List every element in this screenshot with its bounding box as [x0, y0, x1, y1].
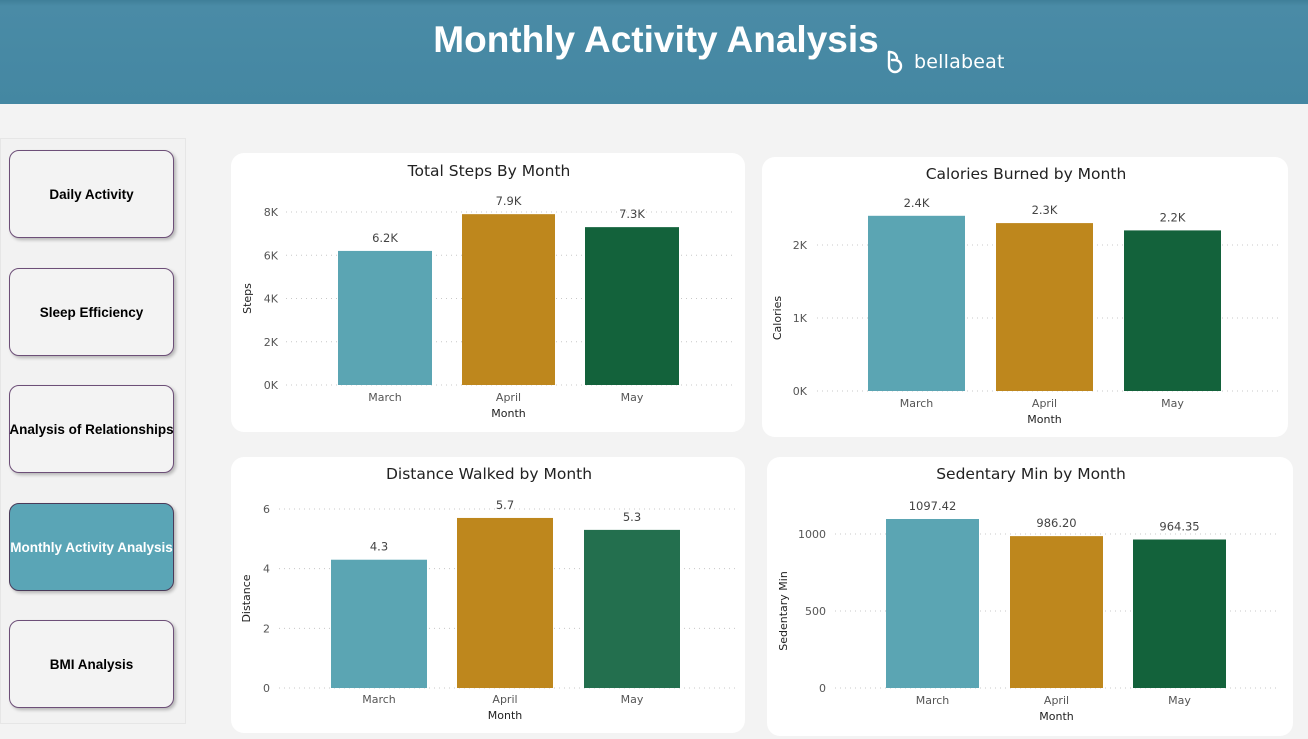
- distance-chart-card: Distance Walked by Month 0 2 4 6 4.3 March 5.7 A…: [231, 457, 745, 733]
- page-title: Monthly Activity Analysis: [433, 19, 879, 60]
- calories-bar-april: [996, 223, 1093, 391]
- calories-data-label: 2.4K: [904, 196, 930, 210]
- distance-y-tick-label: 6: [263, 503, 270, 516]
- steps-y-tick-label: 6K: [264, 249, 279, 262]
- distance-y-tick-label: 2: [263, 622, 270, 635]
- sedentary-y-axis-label: Sedentary Min: [777, 571, 790, 651]
- sedentary-bar-may: [1133, 539, 1226, 688]
- steps-chart: Total Steps By Month 0K 2K 4K 6K 8K 6.2K March 7…: [241, 162, 736, 420]
- sedentary-chart-title: Sedentary Min by Month: [936, 465, 1126, 483]
- sedentary-x-axis-label: Month: [1039, 710, 1074, 723]
- distance-bar-may: [584, 529, 680, 688]
- calories-x-axis-label: Month: [1027, 413, 1062, 426]
- nav-button-monthly-activity-analysis[interactable]: Monthly Activity Analysis: [9, 503, 174, 591]
- sedentary-y-tick-label: 500: [805, 605, 826, 618]
- steps-x-tick-label: March: [368, 391, 402, 404]
- steps-bar-march: [338, 250, 432, 385]
- calories-x-tick-label: May: [1161, 397, 1184, 410]
- nav-button-daily-activity[interactable]: Daily Activity: [9, 150, 174, 238]
- sedentary-y-tick-label: 1000: [798, 528, 826, 541]
- steps-y-axis-label: Steps: [241, 283, 254, 314]
- distance-data-label: 5.3: [623, 510, 641, 524]
- distance-chart-title: Distance Walked by Month: [386, 465, 592, 483]
- distance-x-tick-label: April: [492, 693, 517, 706]
- distance-y-axis-label: Distance: [240, 574, 253, 622]
- sedentary-data-label: 964.35: [1159, 519, 1199, 533]
- calories-data-label: 2.2K: [1160, 210, 1186, 224]
- sedentary-data-label: 1097.42: [909, 499, 957, 513]
- calories-bar-march: [868, 215, 965, 391]
- sedentary-bar-march: [886, 518, 979, 688]
- steps-x-tick-label: May: [621, 391, 644, 404]
- sidebar: Daily Activity Sleep Efficiency Analysis…: [0, 138, 186, 724]
- distance-x-axis-label: Month: [488, 709, 523, 722]
- logo-text: bellabeat: [914, 51, 1005, 73]
- distance-bar-march: [331, 559, 427, 688]
- steps-y-tick-label: 2K: [264, 336, 279, 349]
- steps-bar-may: [585, 227, 679, 385]
- calories-y-axis-label: Calories: [771, 296, 784, 341]
- sedentary-data-label: 986.20: [1036, 516, 1076, 530]
- sedentary-chart: Sedentary Min by Month 0 500 1000 1097.42 Mar…: [777, 465, 1280, 723]
- bellabeat-logo-icon: [887, 50, 903, 74]
- distance-bar-april: [457, 517, 553, 688]
- calories-chart: Calories Burned by Month 0K 1K 2K 2.4K March 2…: [771, 165, 1279, 426]
- sedentary-x-tick-label: March: [916, 694, 950, 707]
- sedentary-bar-april: [1010, 536, 1103, 688]
- distance-x-tick-label: May: [621, 693, 644, 706]
- page-header: Monthly Activity Analysis bellabeat: [0, 0, 1308, 104]
- distance-y-tick-label: 4: [263, 563, 270, 576]
- steps-data-label: 7.3K: [619, 207, 645, 221]
- calories-y-tick-label: 1K: [793, 312, 808, 325]
- nav-button-sleep-efficiency[interactable]: Sleep Efficiency: [9, 268, 174, 356]
- steps-x-axis-label: Month: [491, 407, 526, 420]
- calories-x-tick-label: April: [1032, 397, 1057, 410]
- nav-button-analysis-of-relationships[interactable]: Analysis of Relationships: [9, 385, 174, 473]
- distance-chart: Distance Walked by Month 0 2 4 6 4.3 March 5.7 A…: [240, 465, 737, 722]
- distance-x-tick-label: March: [362, 693, 396, 706]
- steps-chart-title: Total Steps By Month: [407, 162, 571, 180]
- steps-x-tick-label: April: [496, 391, 521, 404]
- calories-y-tick-label: 2K: [793, 239, 808, 252]
- steps-y-tick-label: 4K: [264, 293, 279, 306]
- sedentary-chart-card: Sedentary Min by Month 0 500 1000 1097.42 Mar…: [767, 457, 1293, 736]
- calories-x-tick-label: March: [900, 397, 934, 410]
- steps-data-label: 6.2K: [372, 231, 398, 245]
- distance-data-label: 5.7: [496, 498, 514, 512]
- calories-chart-title: Calories Burned by Month: [926, 165, 1127, 183]
- sedentary-x-tick-label: April: [1044, 694, 1069, 707]
- steps-y-tick-label: 0K: [264, 379, 279, 392]
- steps-y-tick-label: 8K: [264, 206, 279, 219]
- calories-chart-card: Calories Burned by Month 0K 1K 2K 2.4K March 2…: [762, 157, 1288, 437]
- calories-data-label: 2.3K: [1032, 203, 1058, 217]
- bellabeat-logo: bellabeat: [882, 48, 1005, 76]
- calories-bar-may: [1124, 230, 1221, 391]
- nav-button-bmi-analysis[interactable]: BMI Analysis: [9, 620, 174, 708]
- steps-bar-april: [462, 214, 555, 385]
- sedentary-x-tick-label: May: [1168, 694, 1191, 707]
- distance-y-tick-label: 0: [263, 682, 270, 695]
- steps-data-label: 7.9K: [496, 194, 522, 208]
- steps-chart-card: Total Steps By Month 0K 2K 4K 6K 8K 6.2K March 7…: [231, 153, 745, 432]
- sedentary-y-tick-label: 0: [819, 682, 826, 695]
- distance-data-label: 4.3: [370, 540, 388, 554]
- calories-y-tick-label: 0K: [793, 385, 808, 398]
